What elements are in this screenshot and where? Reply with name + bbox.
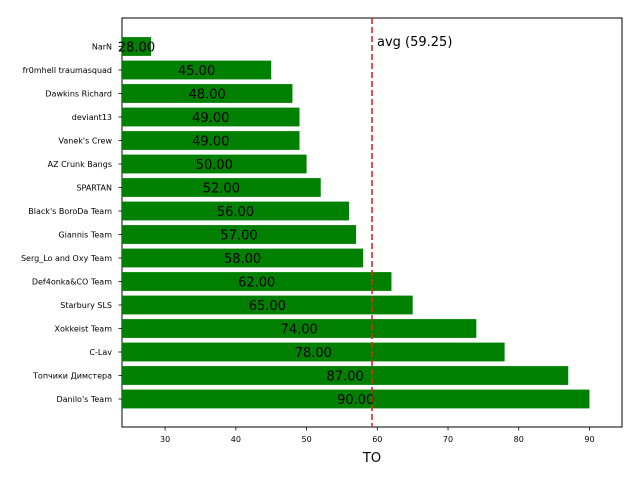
y-tick-label: deviant13 xyxy=(72,113,112,122)
bar xyxy=(122,342,505,362)
y-tick-label: Vanek's Crew xyxy=(59,137,113,146)
x-tick-label: 40 xyxy=(231,435,241,444)
bar xyxy=(122,389,590,409)
x-axis-label: TO xyxy=(362,451,381,466)
bar-value-label: 62.00 xyxy=(238,276,275,291)
x-tick-label: 80 xyxy=(514,435,524,444)
bar-value-label: 87.00 xyxy=(327,370,364,385)
bars-group xyxy=(122,37,590,409)
bar xyxy=(122,37,151,56)
bar xyxy=(122,295,413,315)
bar-value-label: 28.00 xyxy=(118,41,155,56)
y-tick-label: Serg_Lo and Oxy Team xyxy=(21,254,112,263)
bar xyxy=(122,107,300,127)
x-tick-label: 30 xyxy=(160,435,170,444)
y-tick-label: Xokkeist Team xyxy=(55,325,113,334)
y-tick-label: Black's BoroDa Team xyxy=(28,207,112,216)
y-tick-label: AZ Crunk Bangs xyxy=(48,160,112,169)
y-tick-label: Danilo's Team xyxy=(56,395,112,404)
y-tick-label: NarN xyxy=(92,43,112,52)
average-reference-label: avg (59.25) xyxy=(377,35,452,50)
y-axis: NarN fr0mhell traumasquad Dawkins Richard d… xyxy=(21,43,122,404)
bar-value-label: 50.00 xyxy=(196,158,233,173)
bar-value-label: 56.00 xyxy=(217,205,254,220)
x-tick-label: 90 xyxy=(584,435,594,444)
y-tick-label: fr0mhell traumasquad xyxy=(23,66,112,75)
x-tick-label: 50 xyxy=(301,435,311,444)
bar xyxy=(122,319,477,338)
bar-value-label: 49.00 xyxy=(192,135,229,150)
bar-value-label: 65.00 xyxy=(249,299,286,314)
y-tick-label: SPARTAN xyxy=(76,184,112,193)
bar xyxy=(122,248,364,268)
bar-value-label: 52.00 xyxy=(203,182,240,197)
bar xyxy=(122,225,357,244)
bar-value-label: 48.00 xyxy=(189,88,226,103)
x-tick-label: 60 xyxy=(372,435,382,444)
bar xyxy=(122,366,569,385)
bar-value-label: 49.00 xyxy=(192,111,229,126)
y-tick-label: Starbury SLS xyxy=(60,301,112,310)
bar-value-label: 78.00 xyxy=(295,346,332,361)
bar-value-label: 57.00 xyxy=(220,229,257,244)
y-tick-label: Def4onka&CO Team xyxy=(32,278,112,287)
bar xyxy=(122,84,293,103)
bar xyxy=(122,60,272,80)
bar xyxy=(122,154,307,174)
y-tick-label: C-Lav xyxy=(89,348,112,357)
bar-value-label: 58.00 xyxy=(224,252,261,267)
bar xyxy=(122,201,350,221)
bar-value-label: 74.00 xyxy=(281,323,318,338)
y-tick-label: Dawkins Richard xyxy=(45,90,112,99)
value-labels-group: 28.00 45.00 48.00 49.00 49.00 50.00 52.00 56.00… xyxy=(118,41,374,409)
bar-value-label: 90.00 xyxy=(337,393,374,408)
bar xyxy=(122,272,392,291)
bar-value-label: 45.00 xyxy=(178,64,215,79)
x-tick-label: 70 xyxy=(443,435,453,444)
bar xyxy=(122,178,321,197)
y-tick-label: Топчики Димстера xyxy=(32,372,112,381)
y-tick-label: Giannis Team xyxy=(58,231,112,240)
bar xyxy=(122,131,300,150)
x-axis: 30 40 50 60 70 80 90 xyxy=(160,427,595,444)
